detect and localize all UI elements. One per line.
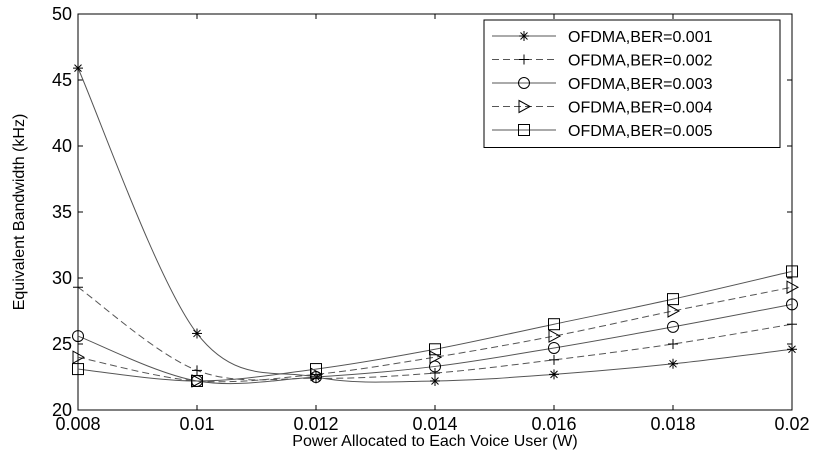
legend-marker [519,31,529,41]
legend: OFDMA,BER=0.001 OFDMA,BER=0.002 OFDMA,BER=… [483,19,781,148]
data-point [73,63,83,74]
x-tick-label: 0.02 [774,414,809,434]
data-point [786,280,800,295]
legend-entry: OFDMA,BER=0.004 [492,100,713,117]
data-point [72,330,84,343]
data-point [430,368,440,379]
data-point [192,328,202,339]
legend-entry: OFDMA,BER=0.005 [492,123,713,140]
data-point [429,343,441,356]
y-tick-label: 50 [52,4,72,24]
data-point [72,350,86,365]
data-point [310,363,322,376]
data-point [72,363,84,376]
data-point [667,304,681,318]
x-tick-label: 0.018 [650,414,695,434]
data-point [787,344,797,355]
y-tick-label: 25 [52,334,72,354]
legend-label: OFDMA,BER=0.003 [568,76,713,93]
y-tick-label: 20 [52,400,72,420]
legend-label: OFDMA,BER=0.005 [568,123,713,140]
y-tick-label: 45 [52,70,72,90]
legend-box [483,19,781,148]
y-tick-label: 40 [52,136,72,156]
legend-entry: OFDMA,BER=0.003 [492,76,713,93]
data-point [787,319,797,330]
data-point [73,282,83,293]
legend-label: OFDMA,BER=0.001 [568,29,713,46]
data-point [191,374,203,387]
series-2 [73,282,797,384]
series-layer [72,63,800,388]
y-tick-label: 30 [52,268,72,288]
axes: 0.008 0.01 0.012 0.014 0.016 0.018 0.02 20 25 30 3… [52,4,810,434]
x-tick-label: 0.01 [179,414,214,434]
legend-label: OFDMA,BER=0.004 [568,100,713,117]
data-point [548,329,562,343]
x-axis-label: Power Allocated to Each Voice User (W) [292,433,577,450]
legend-marker [518,99,532,114]
data-point [668,339,678,349]
legend-marker [519,54,529,65]
x-tick-label: 0.016 [531,414,576,434]
legend-entry: OFDMA,BER=0.001 [492,29,713,46]
y-tick-label: 35 [52,202,72,222]
data-point [549,354,559,365]
data-point [667,320,679,333]
data-point [429,350,443,365]
y-axis-label: Equivalent Bandwidth (kHz) [11,114,28,311]
legend-marker [518,77,530,89]
legend-entry: OFDMA,BER=0.002 [492,53,713,70]
x-tick-label: 0.012 [293,414,338,434]
data-point [667,293,679,306]
series-line [77,67,793,383]
x-tick-label: 0.008 [55,414,100,434]
data-point [786,298,798,311]
legend-marker [518,124,530,136]
data-point [786,265,798,278]
data-point [549,369,559,380]
series-line [77,286,793,381]
data-point [548,318,560,331]
legend-label: OFDMA,BER=0.002 [568,53,713,70]
x-tick-label: 0.014 [412,414,457,434]
series-5 [72,265,798,387]
data-point [192,365,202,376]
data-point [548,341,560,354]
data-point [668,358,678,369]
